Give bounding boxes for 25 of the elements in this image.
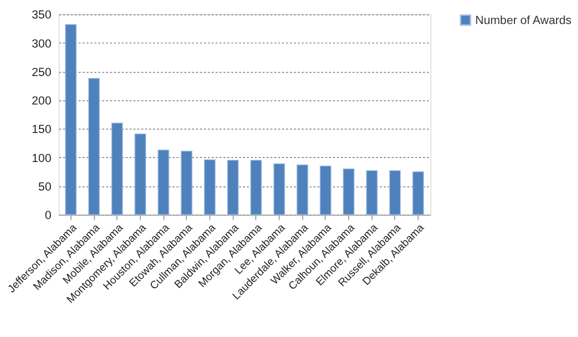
bar xyxy=(366,170,378,216)
y-tick-label: 0 xyxy=(44,209,52,222)
bar xyxy=(204,159,216,216)
bar xyxy=(320,166,332,216)
y-tick-label: 300 xyxy=(32,37,52,50)
bar xyxy=(412,171,424,216)
bar xyxy=(88,78,100,216)
y-tick-label: 50 xyxy=(38,180,52,194)
bar xyxy=(296,164,308,216)
y-tick-label: 200 xyxy=(32,94,52,108)
y-tick-label: 350 xyxy=(32,8,52,22)
y-tick-label: 100 xyxy=(32,152,52,165)
bar xyxy=(180,150,192,216)
bar xyxy=(342,168,354,216)
legend-label: Number of Awards xyxy=(475,14,572,27)
bar xyxy=(65,24,77,216)
bar xyxy=(111,122,123,216)
bar xyxy=(158,150,170,216)
y-tick-label: 150 xyxy=(32,123,52,136)
bar xyxy=(273,163,286,216)
bar xyxy=(134,134,146,216)
bar xyxy=(227,160,239,216)
bar xyxy=(389,170,401,216)
bar xyxy=(250,160,262,216)
y-tick-label: 250 xyxy=(32,66,52,79)
